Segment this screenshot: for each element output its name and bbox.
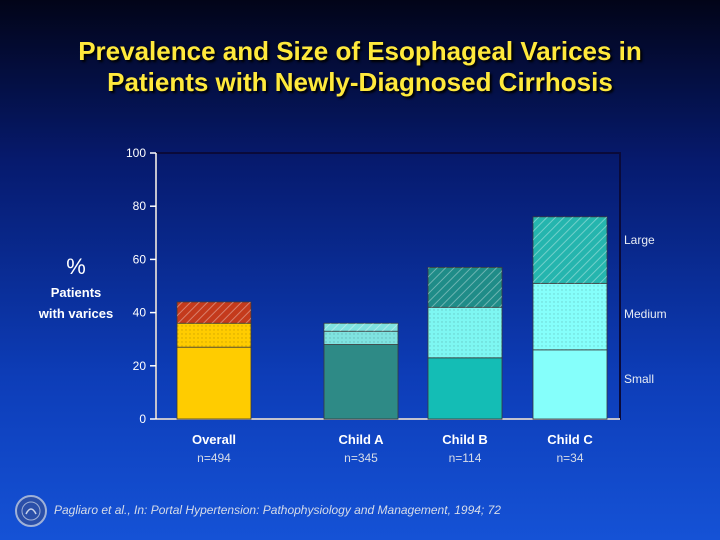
- y-tick-label: 40: [133, 306, 147, 320]
- bar-childA-large-hatch: [324, 323, 398, 332]
- x-sample-size-label: n=345: [344, 451, 378, 465]
- bar-childC-large-hatch: [533, 216, 607, 284]
- y-label-line-1: Patients: [51, 285, 102, 300]
- bar-childB-large-hatch: [428, 267, 502, 308]
- bar-childC-medium-dots: [533, 283, 607, 350]
- x-category-label: Child A: [338, 432, 384, 447]
- bar-childC-small: [532, 349, 608, 420]
- bar-overall-medium-dots: [177, 323, 251, 348]
- bar-childB-small: [427, 357, 503, 420]
- stacked-bar-chart: 0 20 40 60 80 100 Overall n=494 Child A n=345 Chi…: [38, 146, 667, 465]
- bar-overall-small: [176, 346, 252, 420]
- society-seal-icon: [15, 495, 47, 527]
- legend-medium: Medium: [624, 307, 667, 321]
- x-category-label: Child B: [442, 432, 488, 447]
- bar-overall-large-hatch: [177, 301, 251, 324]
- x-sample-size-label: n=34: [556, 451, 583, 465]
- citation: Pagliaro et al., In: Portal Hypertension…: [54, 503, 501, 517]
- x-sample-size-label: n=494: [197, 451, 231, 465]
- title-line-1: Prevalence and Size of Esophageal Varice…: [78, 36, 642, 66]
- x-category-label: Child C: [547, 432, 593, 447]
- bar-childA-small: [323, 344, 399, 420]
- y-tick-label: 20: [133, 359, 147, 373]
- x-category-label: Overall: [192, 432, 236, 447]
- legend-large: Large: [624, 233, 655, 247]
- y-label-symbol: %: [66, 254, 86, 279]
- y-tick-label: 100: [126, 146, 146, 160]
- y-tick-label: 80: [133, 199, 147, 213]
- bar-childB-medium-dots: [428, 307, 502, 358]
- y-tick-label: 60: [133, 252, 147, 266]
- title-line-2: Patients with Newly-Diagnosed Cirrhosis: [107, 67, 613, 97]
- y-tick-label: 0: [139, 412, 146, 426]
- y-label-line-2: with varices: [38, 306, 113, 321]
- x-sample-size-label: n=114: [449, 451, 482, 465]
- legend-small: Small: [624, 372, 654, 386]
- chart-title: Prevalence and Size of Esophageal Varice…: [0, 36, 720, 98]
- bar-childA-medium-dots: [324, 331, 398, 345]
